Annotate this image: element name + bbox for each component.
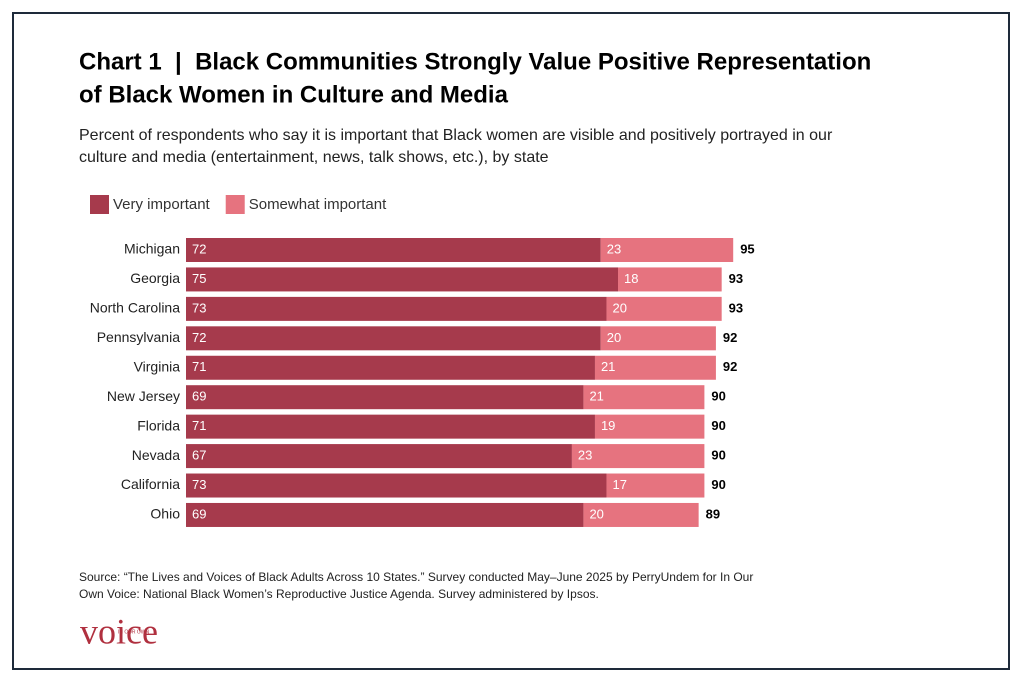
y-tick-label: New Jersey	[107, 388, 180, 404]
value-label: 67	[192, 448, 206, 463]
logo-small: IN OUR OWN	[118, 629, 149, 635]
bar	[600, 326, 716, 351]
bar	[583, 385, 705, 410]
y-tick-label: California	[121, 476, 180, 492]
value-label: 73	[192, 300, 206, 315]
total-label: 90	[711, 477, 725, 492]
bar	[606, 473, 705, 498]
bar	[583, 502, 699, 527]
subtitle: culture and media (entertainment, news, …	[79, 149, 549, 166]
value-label: 75	[192, 271, 206, 286]
value-label: 20	[612, 300, 626, 315]
bar	[186, 444, 572, 469]
value-label: 18	[624, 271, 638, 286]
value-label: 69	[192, 506, 206, 521]
total-label: 92	[723, 359, 737, 374]
value-label: 71	[192, 418, 206, 433]
bar	[594, 414, 705, 439]
bar	[606, 296, 722, 321]
value-label: 21	[589, 389, 603, 404]
legend-swatch	[225, 195, 245, 214]
total-label: 93	[729, 271, 743, 286]
chart-title: of Black Women in Culture and Media	[79, 81, 509, 108]
value-label: 19	[601, 418, 615, 433]
y-tick-label: Virginia	[134, 358, 181, 374]
bar	[186, 385, 584, 410]
bar	[186, 238, 601, 262]
y-tick-label: Georgia	[130, 270, 180, 286]
value-label: 17	[612, 477, 626, 492]
chart-title: Chart 1 | Black Communities Strongly Val…	[79, 48, 871, 75]
total-label: 90	[711, 418, 725, 433]
total-label: 90	[711, 448, 725, 463]
value-label: 20	[607, 330, 621, 345]
legend-swatch	[90, 195, 109, 214]
y-tick-label: Michigan	[124, 241, 180, 257]
bar	[186, 473, 607, 498]
bar	[186, 326, 601, 351]
total-label: 89	[706, 506, 720, 521]
value-label: 21	[601, 359, 615, 374]
bar	[186, 267, 618, 292]
y-tick-label: Florida	[137, 417, 180, 433]
source: Own Voice: National Black Women’s Reprod…	[79, 587, 599, 601]
bar	[594, 355, 716, 380]
total-label: 90	[711, 389, 725, 404]
bar	[600, 238, 734, 262]
bar	[571, 444, 705, 469]
y-tick-label: Nevada	[132, 447, 180, 463]
total-label: 95	[740, 241, 754, 256]
value-label: 72	[192, 330, 206, 345]
legend-label: Somewhat important	[249, 196, 387, 213]
y-tick-label: Pennsylvania	[97, 329, 180, 345]
bar	[618, 267, 722, 292]
total-label: 93	[729, 300, 743, 315]
bar	[186, 355, 595, 380]
source: Source: “The Lives and Voices of Black A…	[79, 570, 753, 584]
logo: voice	[80, 611, 158, 651]
value-label: 69	[192, 389, 206, 404]
value-label: 23	[578, 448, 592, 463]
legend-label: Very important	[113, 196, 211, 213]
y-tick-label: Ohio	[150, 506, 180, 522]
value-label: 73	[192, 477, 206, 492]
y-tick-label: North Carolina	[90, 300, 180, 316]
value-label: 20	[589, 506, 603, 521]
bar	[186, 296, 607, 321]
value-label: 72	[192, 241, 206, 256]
value-label: 23	[607, 241, 621, 256]
bar	[186, 502, 584, 527]
total-label: 92	[723, 330, 737, 345]
bar	[186, 414, 595, 439]
value-label: 71	[192, 359, 206, 374]
subtitle: Percent of respondents who say it is imp…	[79, 127, 833, 144]
